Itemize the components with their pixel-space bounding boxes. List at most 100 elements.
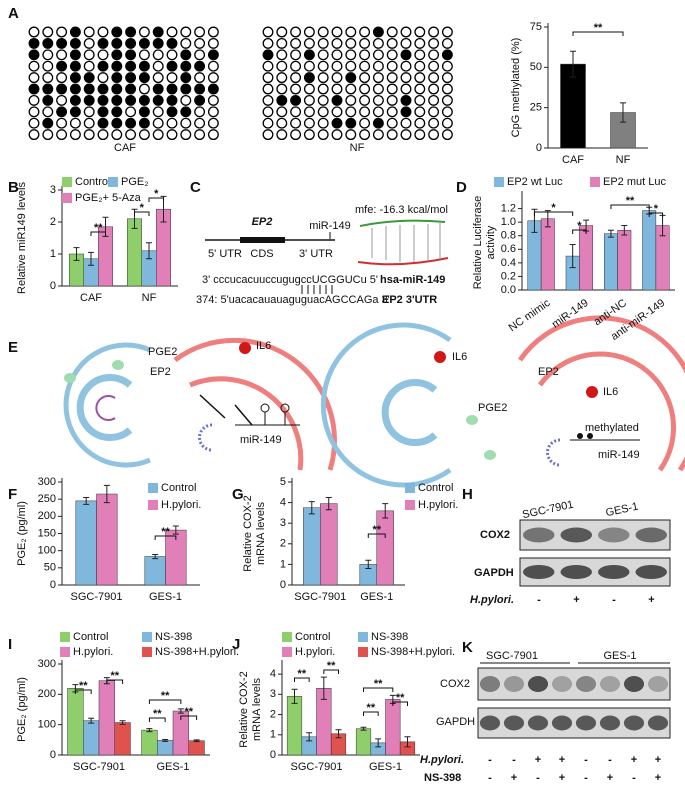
cpg-site	[290, 60, 302, 72]
y-tick-label: 0.8	[501, 230, 516, 242]
utr5-label: 5' UTR	[208, 248, 242, 260]
mir-seq: 3' cccucacuuccugugccUCGGUCu 5'	[202, 274, 378, 286]
blot-band	[551, 715, 573, 731]
cpg-site	[180, 106, 192, 118]
cpg-site	[152, 37, 164, 49]
cpg-site	[359, 37, 371, 49]
cpg-site	[400, 49, 412, 61]
cpg-site	[386, 94, 398, 106]
cpg-site	[386, 117, 398, 129]
error-bar	[570, 50, 576, 78]
y-tick-label: 100	[38, 719, 56, 731]
cpg-site	[317, 129, 329, 141]
cpg-site	[331, 60, 343, 72]
cpg-site	[194, 49, 206, 61]
legend-swatch	[62, 177, 72, 187]
sign: -	[584, 754, 588, 766]
legend-swatch	[405, 483, 415, 493]
bar	[98, 680, 115, 756]
legend-swatch	[405, 500, 415, 510]
band-label: GAPDH	[474, 567, 514, 579]
panel-label: H	[462, 486, 473, 503]
cpg-site	[441, 49, 453, 61]
blot-band	[623, 676, 645, 692]
cpg-site	[372, 106, 384, 118]
y-tick-label: 50	[44, 562, 56, 574]
error-bar	[73, 247, 80, 261]
blot-band	[599, 715, 621, 731]
y-axis-label: mRNA levels	[251, 678, 263, 741]
legend-swatch	[60, 647, 70, 657]
legend-swatch	[60, 632, 70, 642]
cpg-site	[262, 49, 274, 61]
cpg-site	[111, 72, 123, 84]
cpg-site	[166, 49, 178, 61]
cpg-site	[207, 83, 219, 95]
blot-band	[635, 527, 667, 543]
pge2-molecule	[112, 360, 124, 370]
sign: -	[584, 772, 588, 784]
error-bar	[291, 688, 298, 704]
cpg-site	[359, 117, 371, 129]
cpg-site	[83, 117, 95, 129]
cpg-site	[428, 49, 440, 61]
cpg-site	[441, 129, 453, 141]
cpg-site	[180, 117, 192, 129]
cpg-site	[56, 49, 68, 61]
cpg-site	[400, 117, 412, 129]
cpg-site	[372, 94, 384, 106]
cpg-site	[194, 117, 206, 129]
cpg-site	[207, 129, 219, 141]
cpg-site	[414, 106, 426, 118]
cpg-site	[276, 129, 288, 141]
cpg-site	[331, 129, 343, 141]
cpg-site	[194, 26, 206, 38]
cpg-site	[428, 72, 440, 84]
legend-label: Control	[75, 176, 110, 188]
cpg-site	[42, 94, 54, 106]
cpg-site	[317, 72, 329, 84]
bar	[579, 225, 594, 291]
dna	[198, 423, 213, 452]
legend-swatch	[142, 632, 152, 642]
y-axis-label: Relative COX-2	[238, 671, 250, 747]
sig-label: **	[396, 692, 405, 704]
cpg-site	[290, 106, 302, 118]
cpg-site	[372, 83, 384, 95]
cpg-site	[166, 106, 178, 118]
legend-swatch	[148, 500, 158, 510]
cpg-site	[83, 49, 95, 61]
y-axis-label: activity	[485, 225, 497, 259]
cpg-site	[97, 117, 109, 129]
cpg-site	[125, 94, 137, 106]
cpg-site	[331, 106, 343, 118]
cpg-site	[303, 106, 315, 118]
legend-swatch	[358, 632, 368, 642]
bar	[83, 720, 100, 756]
hairpin-loop	[260, 403, 270, 413]
cpg-site	[290, 117, 302, 129]
cpg-site	[386, 26, 398, 38]
cpg-site	[386, 60, 398, 72]
cpg-site	[152, 83, 164, 95]
cpg-site	[317, 49, 329, 61]
legend-swatch	[62, 193, 72, 203]
bar	[157, 740, 174, 756]
cpg-site	[111, 117, 123, 129]
cpg-site	[414, 83, 426, 95]
sign: -	[488, 772, 492, 784]
cpg-site	[166, 83, 178, 95]
panel-label: D	[456, 179, 467, 196]
sig-label: **	[161, 690, 170, 702]
y-tick-label: 100	[38, 545, 56, 557]
sig-bracket	[148, 699, 182, 704]
cpg-site	[428, 94, 440, 106]
legend-swatch	[494, 177, 504, 187]
treatment-label: H.pylori.	[420, 754, 464, 766]
cpg-site	[290, 94, 302, 106]
cpg-site	[69, 37, 81, 49]
cpg-site	[386, 129, 398, 141]
cpg-site	[138, 60, 150, 72]
y-axis-label: Relative miR149 levels	[16, 182, 28, 294]
